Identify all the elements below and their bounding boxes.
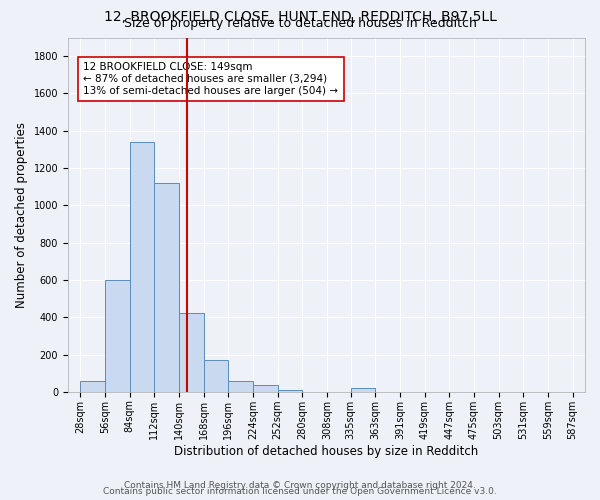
Text: Size of property relative to detached houses in Redditch: Size of property relative to detached ho…: [124, 18, 476, 30]
Text: Contains public sector information licensed under the Open Government Licence v3: Contains public sector information licen…: [103, 487, 497, 496]
Bar: [350, 388, 376, 392]
Bar: [253, 384, 278, 392]
Text: Contains HM Land Registry data © Crown copyright and database right 2024.: Contains HM Land Registry data © Crown c…: [124, 481, 476, 490]
Bar: [105, 280, 130, 392]
Bar: [154, 183, 179, 392]
Bar: [228, 381, 253, 392]
Y-axis label: Number of detached properties: Number of detached properties: [15, 122, 28, 308]
X-axis label: Distribution of detached houses by size in Redditch: Distribution of detached houses by size …: [175, 444, 479, 458]
Bar: [80, 380, 105, 392]
Text: 12 BROOKFIELD CLOSE: 149sqm
← 87% of detached houses are smaller (3,294)
13% of : 12 BROOKFIELD CLOSE: 149sqm ← 87% of det…: [83, 62, 338, 96]
Text: 12, BROOKFIELD CLOSE, HUNT END, REDDITCH, B97 5LL: 12, BROOKFIELD CLOSE, HUNT END, REDDITCH…: [104, 10, 496, 24]
Bar: [278, 390, 302, 392]
Bar: [203, 360, 228, 392]
Bar: [130, 142, 154, 392]
Bar: [179, 312, 203, 392]
